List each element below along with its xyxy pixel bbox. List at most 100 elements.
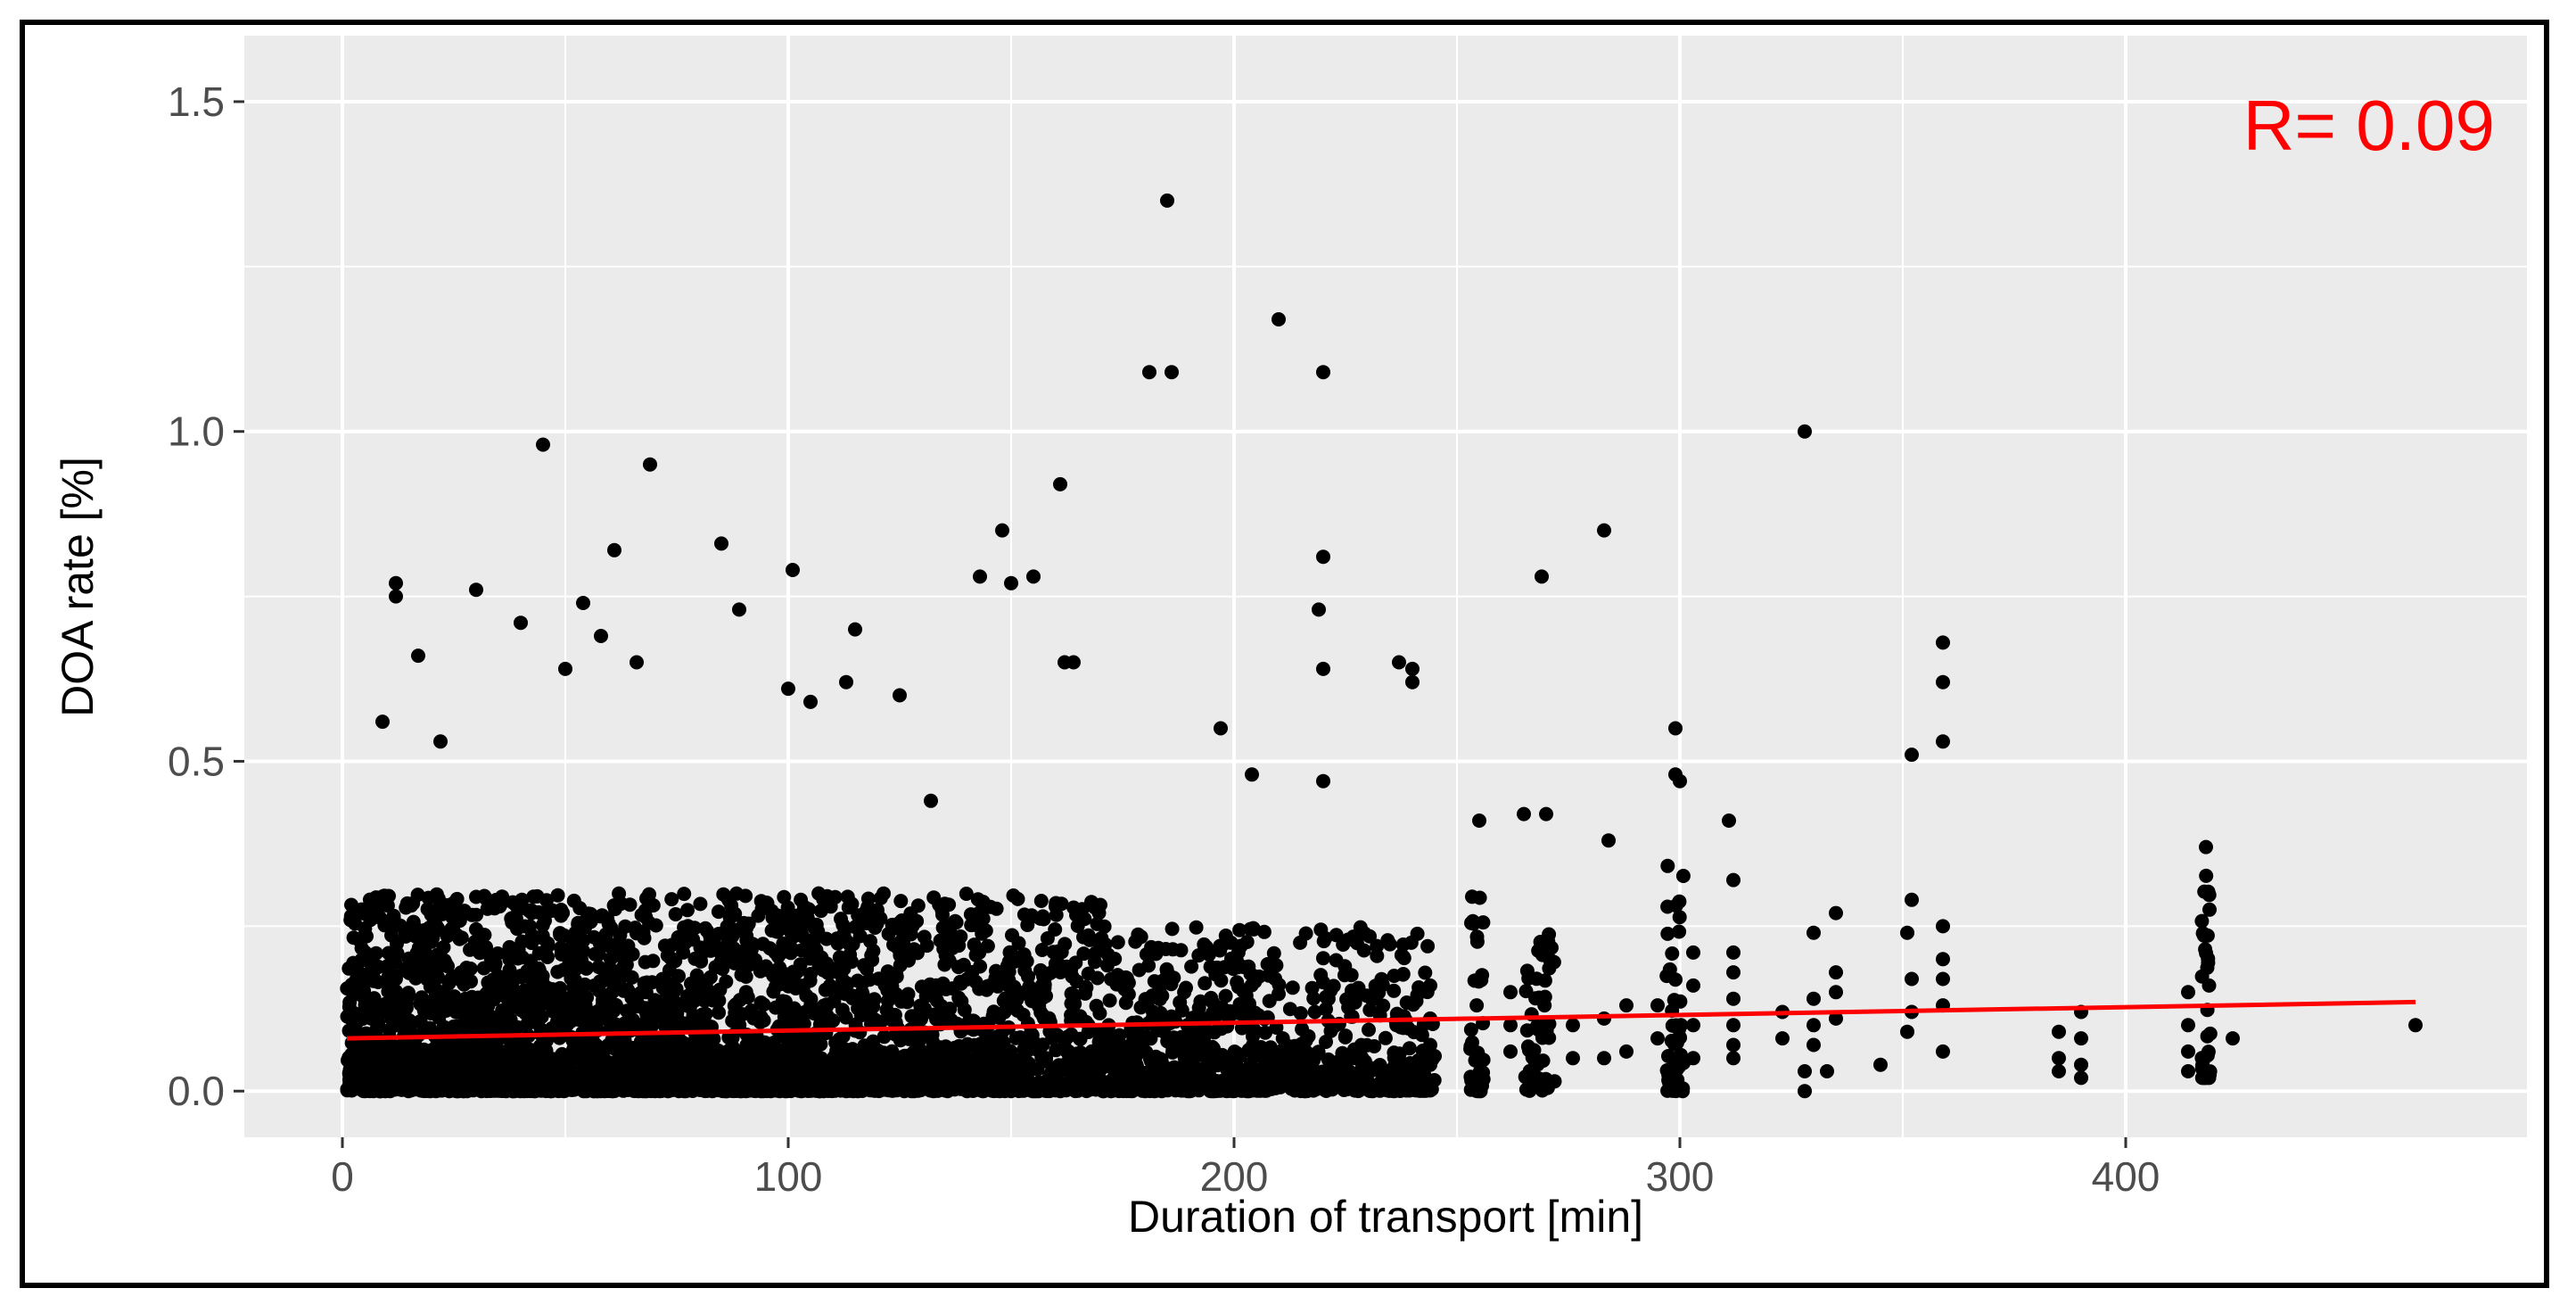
data-point [781,681,795,697]
data-point [1346,1042,1362,1057]
data-point [1660,858,1675,873]
data-point [1256,924,1272,939]
data-point [596,993,610,1008]
data-point [506,895,520,910]
data-point [693,940,708,955]
data-point [1102,993,1117,1008]
data-point [737,943,753,958]
data-point [1936,971,1950,987]
data-point [862,1005,877,1020]
data-point [1227,1045,1242,1059]
data-point [1829,965,1843,980]
data-point [1726,945,1741,960]
data-point [1660,899,1675,914]
data-point [980,938,995,954]
data-point [1463,1022,1478,1037]
data-point [1089,1048,1104,1063]
data-point [454,973,469,988]
data-point [1370,948,1385,963]
data-point [407,965,422,980]
data-point [734,967,749,982]
data-point [562,948,577,963]
data-point [773,1078,788,1094]
data-point [678,936,693,951]
data-point [569,962,584,977]
data-point [860,899,876,914]
data-point [432,948,448,963]
data-points [340,193,2423,1099]
data-point [2181,1064,2195,1078]
data-point [1206,1005,1221,1020]
data-point [786,964,801,979]
x-tick-label: 100 [754,1153,823,1200]
data-point [988,1060,1003,1074]
data-point [1936,952,1950,967]
data-point [711,904,726,920]
data-point [794,1084,810,1099]
data-point [1213,943,1228,958]
data-point [642,887,656,902]
data-point [566,980,581,995]
data-point [809,917,824,932]
data-point [1087,954,1102,970]
data-point [1288,1083,1302,1098]
data-point [680,903,695,918]
data-point [1321,1073,1336,1087]
data-point [444,1039,459,1054]
data-point [698,1016,713,1031]
data-point [1473,1084,1488,1099]
data-point [863,934,877,949]
data-point [1316,773,1330,789]
data-point [1387,983,1402,998]
data-point [943,926,959,941]
data-point [937,896,952,912]
data-point [1806,991,1821,1006]
data-point [955,1063,970,1078]
data-point [594,629,608,643]
data-point [1140,998,1155,1013]
data-point [1206,1041,1221,1056]
data-point [1798,1064,1812,1078]
data-point [1503,985,1518,1000]
data-point [1672,924,1687,939]
data-point [396,1012,410,1026]
data-point [1197,1029,1212,1045]
data-point [1009,1078,1025,1093]
data-point [638,1001,654,1016]
data-point [630,655,644,670]
data-point [665,977,680,992]
data-point [1362,929,1377,944]
data-point [2074,1057,2088,1072]
data-point [854,1048,869,1063]
data-point [1473,1063,1487,1078]
data-point [1423,1057,1437,1072]
data-point [449,891,465,906]
data-point [603,952,618,966]
data-point [510,951,525,966]
data-point [381,946,396,961]
data-point [1104,971,1119,987]
data-point [1418,965,1433,980]
data-point [923,977,937,992]
data-point [1269,958,1284,973]
y-tick-label: 1.5 [168,78,225,125]
data-point [1298,926,1313,941]
data-point [577,1084,592,1099]
data-point [638,910,654,925]
data-point [956,957,971,972]
data-point [1374,971,1389,987]
data-point [1262,968,1276,983]
data-point [581,906,596,921]
data-point [420,971,434,987]
data-point [753,995,769,1010]
data-point [378,1084,392,1099]
data-point [1726,1051,1741,1066]
data-point [1312,602,1326,617]
data-point [1469,929,1485,945]
data-point [540,950,555,964]
data-point [499,1007,514,1022]
data-point [1035,909,1050,924]
data-point [1203,959,1218,974]
data-point [2202,1067,2218,1082]
data-point [668,907,683,921]
